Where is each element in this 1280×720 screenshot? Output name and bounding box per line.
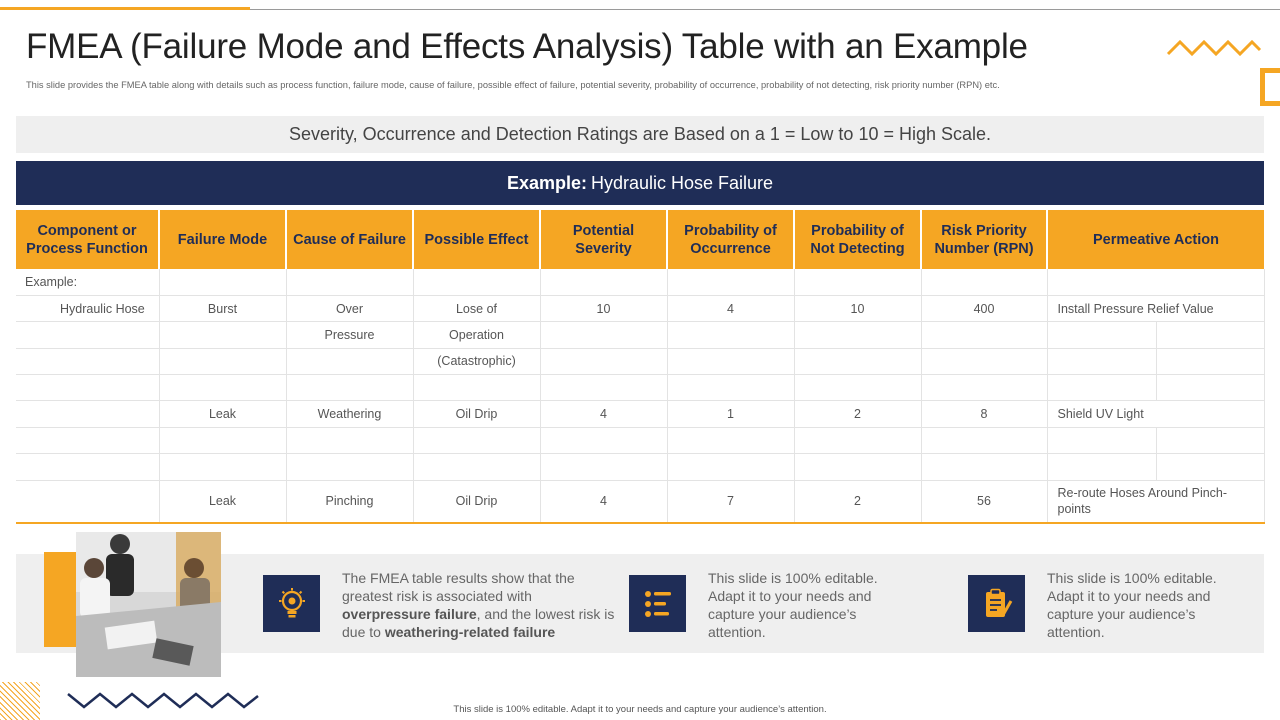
header-rpn: Risk Priority Number (RPN) <box>921 210 1048 269</box>
result-text: The FMEA table results show that the gre… <box>342 569 622 641</box>
severity-cell: 4 <box>540 480 668 525</box>
table-row <box>16 374 1265 402</box>
zigzag-bottom-decoration-icon <box>67 692 259 709</box>
rpn-cell: 400 <box>921 295 1048 323</box>
footer-note: This slide is 100% editable. Adapt it to… <box>453 704 827 715</box>
table-header-row: Component or Process Function Failure Mo… <box>16 210 1264 269</box>
effect-cell: Operation <box>413 321 541 349</box>
top-accent-line <box>0 7 250 10</box>
severity-cell: 10 <box>540 295 668 323</box>
result-text-part: The FMEA table results show that the gre… <box>342 570 575 604</box>
occurrence-cell: 1 <box>667 400 795 428</box>
table-row: Leak Weathering Oil Drip 4 1 2 8 Shield … <box>16 400 1265 428</box>
result-highlight-overpressure: overpressure failure <box>342 606 477 622</box>
action-cell: Re-route Hoses Around Pinch-points <box>1047 480 1265 525</box>
table-row: Leak Pinching Oil Drip 4 7 2 56 Re-route… <box>16 480 1265 525</box>
table-row: Pressure Operation <box>16 321 1265 349</box>
header-component: Component or Process Function <box>16 210 160 269</box>
failure-mode-cell: Leak <box>159 480 287 525</box>
component-cell: Hydraulic Hose <box>16 295 160 323</box>
editable-note-2: This slide is 100% editable. Adapt it to… <box>708 570 878 640</box>
example-banner-value: Hydraulic Hose Failure <box>590 172 774 193</box>
cause-cell: Weathering <box>286 400 414 428</box>
rating-scale-note: Severity, Occurrence and Detection Ratin… <box>16 116 1264 153</box>
header-occurrence: Probability of Occurrence <box>667 210 795 269</box>
top-divider-line <box>250 9 1280 10</box>
table-row: (Catastrophic) <box>16 348 1265 376</box>
detection-cell: 2 <box>794 400 922 428</box>
team-meeting-photo <box>76 532 221 677</box>
header-action: Permeative Action <box>1047 210 1264 269</box>
example-banner: Example: Hydraulic Hose Failure <box>16 161 1264 205</box>
effect-cell: Oil Drip <box>413 480 541 525</box>
hatch-decoration <box>0 682 40 720</box>
page-title: FMEA (Failure Mode and Effects Analysis)… <box>26 27 1028 66</box>
effect-cell: Lose of <box>413 295 541 323</box>
example-banner-label: Example: <box>506 172 587 193</box>
detection-cell: 10 <box>794 295 922 323</box>
rpn-cell: 56 <box>921 480 1048 525</box>
effect-cell: Oil Drip <box>413 400 541 428</box>
result-highlight-weathering: weathering-related failure <box>384 624 556 640</box>
occurrence-cell: 7 <box>667 480 795 525</box>
cause-cell: Pressure <box>286 321 414 349</box>
header-severity: Potential Severity <box>540 210 668 269</box>
zigzag-decoration-icon <box>1166 39 1262 57</box>
example-label-cell: Example: <box>16 269 160 296</box>
cause-cell: Over <box>286 295 414 323</box>
corner-bracket-decoration <box>1260 68 1280 106</box>
team-photo-illustration <box>76 532 221 677</box>
action-cell: Shield UV Light <box>1047 400 1265 428</box>
rpn-cell: 8 <box>921 400 1048 428</box>
checklist-icon <box>629 575 686 632</box>
header-detection: Probability of Not Detecting <box>794 210 922 269</box>
table-row <box>16 427 1265 455</box>
lightbulb-gear-icon <box>263 575 320 632</box>
occurrence-cell: 4 <box>667 295 795 323</box>
result-text-part: , and the lowest risk is due to <box>342 606 615 640</box>
header-failure-mode: Failure Mode <box>159 210 287 269</box>
header-effect: Possible Effect <box>413 210 541 269</box>
page-subtitle: This slide provides the FMEA table along… <box>26 80 1000 90</box>
editable-note-3: This slide is 100% editable. Adapt it to… <box>1047 570 1217 640</box>
effect-cell: (Catastrophic) <box>413 348 541 376</box>
table-row <box>16 453 1265 481</box>
table-row: Example: <box>16 269 1265 296</box>
orange-accent-block <box>44 552 80 647</box>
clipboard-pen-icon <box>968 575 1025 632</box>
header-cause: Cause of Failure <box>286 210 414 269</box>
severity-cell: 4 <box>540 400 668 428</box>
cause-cell: Pinching <box>286 480 414 525</box>
action-cell: Install Pressure Relief Value <box>1047 295 1265 323</box>
failure-mode-cell: Leak <box>159 400 287 428</box>
failure-mode-cell: Burst <box>159 295 287 323</box>
table-row: Hydraulic Hose Burst Over Lose of 10 4 1… <box>16 295 1265 323</box>
fmea-table: Component or Process Function Failure Mo… <box>16 210 1265 525</box>
detection-cell: 2 <box>794 480 922 525</box>
